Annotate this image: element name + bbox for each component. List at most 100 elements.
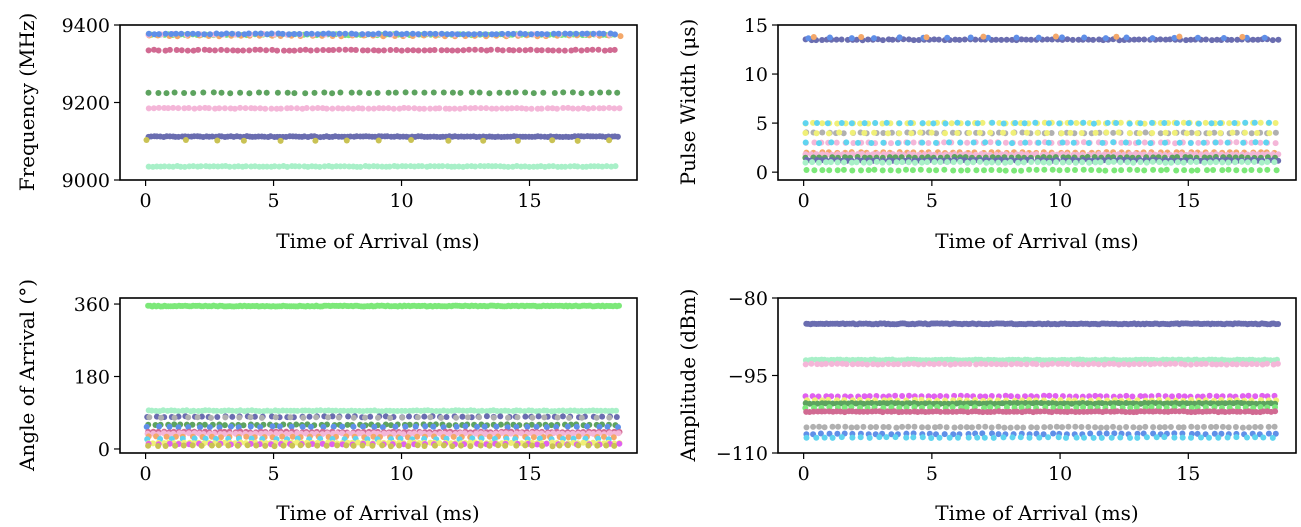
data-point [828,139,835,146]
data-point [1257,139,1264,146]
data-point [1073,404,1080,411]
series-1 [803,320,1282,328]
data-point [825,130,832,137]
data-point [457,89,464,96]
data-point [1137,120,1144,127]
data-point [1090,120,1097,127]
data-point [342,30,349,37]
data-point [294,105,300,112]
data-point [536,408,543,414]
data-point [486,90,493,97]
data-point [816,423,823,430]
data-point [980,33,987,40]
data-point [1126,361,1133,368]
data-point [246,90,253,97]
data-point [392,89,399,96]
data-point [944,34,951,41]
data-point [486,433,493,440]
data-point [517,30,524,37]
data-point [1143,159,1150,166]
data-point [348,46,355,53]
data-point [472,46,478,53]
data-point [1113,33,1120,40]
data-point [867,424,874,431]
data-point [1257,119,1264,126]
data-point [982,423,989,430]
data-point [155,90,162,96]
data-point [191,105,198,112]
data-point [933,167,940,174]
data-point [1092,392,1099,399]
data-point [937,423,943,430]
data-point [269,46,276,53]
data-point [1260,434,1267,441]
data-point [551,90,558,96]
data-point [549,105,556,112]
x-axis-label: Time of Arrival (ms) [935,229,1138,253]
data-point [1028,159,1035,165]
data-point [427,414,434,421]
data-point [827,159,834,166]
data-point [555,47,562,54]
data-point [1092,159,1099,166]
data-point [853,424,860,431]
data-point [606,414,613,421]
data-point [883,434,890,441]
data-point [431,163,438,170]
data-point [931,159,938,166]
data-point [1035,139,1042,146]
data-point [180,442,187,449]
data-point [427,163,434,170]
data-point [528,105,535,112]
data-point [185,105,192,111]
data-point [1261,34,1268,41]
data-point [562,30,569,37]
data-point [453,414,460,421]
data-point [550,163,557,170]
data-point [366,163,373,170]
data-point [1225,166,1232,173]
data-point [464,414,471,421]
data-point [925,424,931,431]
data-point [185,414,192,421]
data-point [611,46,618,53]
data-point [907,408,913,415]
data-point [291,47,298,54]
x-axis-label: Time of Arrival (ms) [276,229,479,253]
data-point [414,442,421,449]
data-point [1213,393,1220,400]
data-point [615,430,622,437]
x-tick-label: 0 [140,190,152,212]
data-point [488,105,495,112]
data-point [276,423,283,430]
data-point [1045,434,1052,441]
data-point [550,30,557,37]
data-point [162,47,169,54]
data-point [905,423,912,430]
data-point [393,47,400,53]
data-point [954,130,961,136]
data-point [937,159,944,166]
series-2 [805,34,1268,42]
data-point [494,46,501,53]
data-point [415,47,422,54]
data-point [1039,361,1046,368]
data-point [201,31,208,38]
data-point [930,120,937,127]
data-point [811,167,818,174]
data-point [350,442,357,449]
data-point [1171,434,1178,441]
data-point [1017,140,1024,146]
data-point [1157,360,1163,367]
y-tick-label: 5 [756,113,768,135]
data-point [1056,120,1063,127]
data-point [1149,158,1156,165]
data-point [604,423,611,430]
data-point [616,105,623,112]
data-point [312,137,319,144]
data-point [1219,159,1226,166]
data-point [904,139,911,146]
chart-panel-3: 0 5 10 15 0 180 360 Time of Arrival (ms) Angle o… [15,279,638,525]
data-point [1044,361,1051,368]
